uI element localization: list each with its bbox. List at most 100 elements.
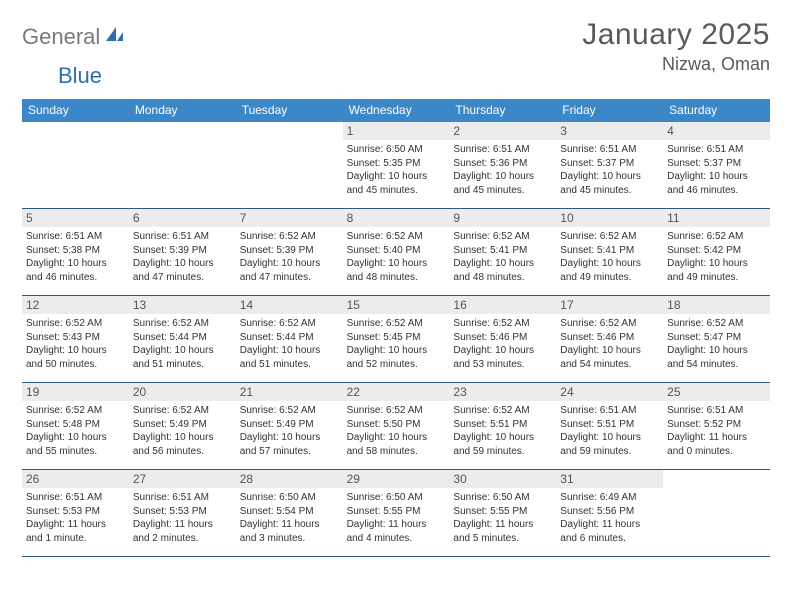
day-number: 27	[129, 470, 236, 488]
day-cell: 10Sunrise: 6:52 AMSunset: 5:41 PMDayligh…	[556, 209, 663, 295]
day-cell: 11 Sunrise: 6:52 AMSunset: 5:42 PMDayligh…	[663, 209, 770, 295]
day-cell: 24Sunrise: 6:51 AMSunset: 5:51 PMDayligh…	[556, 383, 663, 469]
day-header-thu: Thursday	[449, 99, 556, 122]
day-cell: 4 Sunrise: 6:51 AMSunset: 5:37 PMDaylight…	[663, 122, 770, 208]
day-cell	[663, 470, 770, 556]
day-details: Sunrise: 6:51 AMSunset: 5:53 PMDaylight:…	[26, 491, 125, 545]
day-number: 25	[663, 383, 770, 401]
day-details: Sunrise: 6:52 AMSunset: 5:43 PMDaylight:…	[26, 317, 125, 371]
day-details: Sunrise: 6:52 AMSunset: 5:44 PMDaylight:…	[240, 317, 339, 371]
day-details: Sunrise: 6:52 AMSunset: 5:40 PMDaylight:…	[347, 230, 446, 284]
day-cell: 19Sunrise: 6:52 AMSunset: 5:48 PMDayligh…	[22, 383, 129, 469]
sail-icon	[104, 26, 126, 49]
day-number: 31	[556, 470, 663, 488]
day-details: Sunrise: 6:52 AMSunset: 5:44 PMDaylight:…	[133, 317, 232, 371]
day-details: Sunrise: 6:50 AMSunset: 5:35 PMDaylight:…	[347, 143, 446, 197]
day-cell: 9 Sunrise: 6:52 AMSunset: 5:41 PMDaylight…	[449, 209, 556, 295]
day-header-fri: Friday	[556, 99, 663, 122]
day-number: 3	[556, 122, 663, 140]
day-header-sat: Saturday	[663, 99, 770, 122]
day-cell: 14Sunrise: 6:52 AMSunset: 5:44 PMDayligh…	[236, 296, 343, 382]
day-number: 15	[343, 296, 450, 314]
logo: General	[22, 18, 129, 50]
day-details: Sunrise: 6:50 AMSunset: 5:54 PMDaylight:…	[240, 491, 339, 545]
day-number: 11	[663, 209, 770, 227]
day-number: 29	[343, 470, 450, 488]
day-number: 16	[449, 296, 556, 314]
day-cell: 27 Sunrise: 6:51 AMSunset: 5:53 PMDayligh…	[129, 470, 236, 556]
day-cell: 6 Sunrise: 6:51 AMSunset: 5:39 PMDaylight…	[129, 209, 236, 295]
day-details: Sunrise: 6:50 AMSunset: 5:55 PMDaylight:…	[347, 491, 446, 545]
day-number: 6	[129, 209, 236, 227]
day-cell: 17 Sunrise: 6:52 AMSunset: 5:46 PMDayligh…	[556, 296, 663, 382]
day-number: 10	[556, 209, 663, 227]
day-details: Sunrise: 6:51 AMSunset: 5:36 PMDaylight:…	[453, 143, 552, 197]
day-header-sun: Sunday	[22, 99, 129, 122]
day-details: Sunrise: 6:52 AMSunset: 5:49 PMDaylight:…	[240, 404, 339, 458]
day-number: 20	[129, 383, 236, 401]
day-cell: 29 Sunrise: 6:50 AMSunset: 5:55 PMDayligh…	[343, 470, 450, 556]
day-details: Sunrise: 6:50 AMSunset: 5:55 PMDaylight:…	[453, 491, 552, 545]
day-details: Sunrise: 6:52 AMSunset: 5:51 PMDaylight:…	[453, 404, 552, 458]
day-cell: 18 Sunrise: 6:52 AMSunset: 5:47 PMDayligh…	[663, 296, 770, 382]
week-row: 12Sunrise: 6:52 AMSunset: 5:43 PMDayligh…	[22, 296, 770, 383]
day-cell: 16Sunrise: 6:52 AMSunset: 5:46 PMDayligh…	[449, 296, 556, 382]
day-header-tue: Tuesday	[236, 99, 343, 122]
day-cell: 25 Sunrise: 6:51 AMSunset: 5:52 PMDayligh…	[663, 383, 770, 469]
location: Nizwa, Oman	[582, 54, 770, 75]
day-cell: 8Sunrise: 6:52 AMSunset: 5:40 PMDaylight…	[343, 209, 450, 295]
day-details: Sunrise: 6:51 AMSunset: 5:37 PMDaylight:…	[667, 143, 766, 197]
day-cell: 13 Sunrise: 6:52 AMSunset: 5:44 PMDayligh…	[129, 296, 236, 382]
week-row: 19Sunrise: 6:52 AMSunset: 5:48 PMDayligh…	[22, 383, 770, 470]
day-cell: 1 Sunrise: 6:50 AMSunset: 5:35 PMDaylight…	[343, 122, 450, 208]
title-block: January 2025 Nizwa, Oman	[582, 18, 770, 75]
day-details: Sunrise: 6:52 AMSunset: 5:39 PMDaylight:…	[240, 230, 339, 284]
day-header-row: Sunday Monday Tuesday Wednesday Thursday…	[22, 99, 770, 122]
day-header-mon: Monday	[129, 99, 236, 122]
day-details: Sunrise: 6:52 AMSunset: 5:46 PMDaylight:…	[560, 317, 659, 371]
day-cell	[236, 122, 343, 208]
day-details: Sunrise: 6:52 AMSunset: 5:41 PMDaylight:…	[453, 230, 552, 284]
day-cell	[129, 122, 236, 208]
calendar: Sunday Monday Tuesday Wednesday Thursday…	[22, 99, 770, 557]
day-number: 1	[343, 122, 450, 140]
day-cell: 26Sunrise: 6:51 AMSunset: 5:53 PMDayligh…	[22, 470, 129, 556]
day-number: 4	[663, 122, 770, 140]
day-details: Sunrise: 6:52 AMSunset: 5:48 PMDaylight:…	[26, 404, 125, 458]
day-details: Sunrise: 6:52 AMSunset: 5:49 PMDaylight:…	[133, 404, 232, 458]
day-cell: 20 Sunrise: 6:52 AMSunset: 5:49 PMDayligh…	[129, 383, 236, 469]
day-number: 30	[449, 470, 556, 488]
day-number: 18	[663, 296, 770, 314]
day-cell	[22, 122, 129, 208]
day-cell: 3 Sunrise: 6:51 AMSunset: 5:37 PMDaylight…	[556, 122, 663, 208]
day-number: 9	[449, 209, 556, 227]
day-cell: 21Sunrise: 6:52 AMSunset: 5:49 PMDayligh…	[236, 383, 343, 469]
day-number: 13	[129, 296, 236, 314]
day-cell: 31Sunrise: 6:49 AMSunset: 5:56 PMDayligh…	[556, 470, 663, 556]
logo-word-1: General	[22, 24, 100, 50]
day-cell: 23Sunrise: 6:52 AMSunset: 5:51 PMDayligh…	[449, 383, 556, 469]
day-cell: 22Sunrise: 6:52 AMSunset: 5:50 PMDayligh…	[343, 383, 450, 469]
week-row: 1 Sunrise: 6:50 AMSunset: 5:35 PMDaylight…	[22, 122, 770, 209]
day-number: 24	[556, 383, 663, 401]
day-number: 22	[343, 383, 450, 401]
day-cell: 15Sunrise: 6:52 AMSunset: 5:45 PMDayligh…	[343, 296, 450, 382]
day-cell: 2Sunrise: 6:51 AMSunset: 5:36 PMDaylight…	[449, 122, 556, 208]
day-header-wed: Wednesday	[343, 99, 450, 122]
day-number: 17	[556, 296, 663, 314]
day-cell: 28 Sunrise: 6:50 AMSunset: 5:54 PMDayligh…	[236, 470, 343, 556]
day-number: 7	[236, 209, 343, 227]
day-details: Sunrise: 6:51 AMSunset: 5:37 PMDaylight:…	[560, 143, 659, 197]
week-row: 5Sunrise: 6:51 AMSunset: 5:38 PMDaylight…	[22, 209, 770, 296]
day-details: Sunrise: 6:51 AMSunset: 5:39 PMDaylight:…	[133, 230, 232, 284]
day-cell: 5Sunrise: 6:51 AMSunset: 5:38 PMDaylight…	[22, 209, 129, 295]
day-details: Sunrise: 6:52 AMSunset: 5:47 PMDaylight:…	[667, 317, 766, 371]
day-details: Sunrise: 6:51 AMSunset: 5:52 PMDaylight:…	[667, 404, 766, 458]
day-cell: 7 Sunrise: 6:52 AMSunset: 5:39 PMDaylight…	[236, 209, 343, 295]
week-row: 26Sunrise: 6:51 AMSunset: 5:53 PMDayligh…	[22, 470, 770, 557]
day-details: Sunrise: 6:51 AMSunset: 5:53 PMDaylight:…	[133, 491, 232, 545]
day-details: Sunrise: 6:52 AMSunset: 5:42 PMDaylight:…	[667, 230, 766, 284]
day-number: 28	[236, 470, 343, 488]
month-title: January 2025	[582, 18, 770, 52]
day-details: Sunrise: 6:51 AMSunset: 5:38 PMDaylight:…	[26, 230, 125, 284]
